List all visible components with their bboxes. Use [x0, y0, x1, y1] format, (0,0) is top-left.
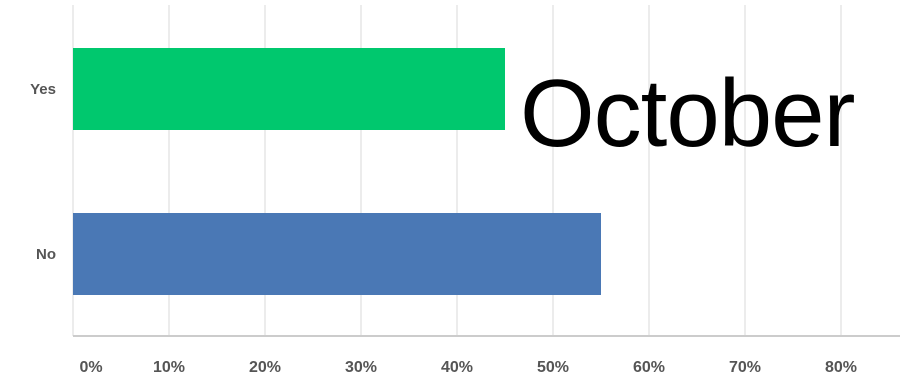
x-tick-label-10: 10%	[153, 359, 185, 376]
x-tick-label-30: 30%	[345, 359, 377, 376]
bar-yes	[73, 48, 505, 130]
x-tick-label-80: 80%	[825, 359, 857, 376]
category-label-yes: Yes	[30, 81, 56, 98]
x-tick-label-70: 70%	[729, 359, 761, 376]
category-labels: Yes No	[30, 81, 56, 263]
x-tick-labels: 0% 10% 20% 30% 40% 50% 60% 70% 80%	[79, 359, 857, 376]
chart-annotation: October	[520, 60, 855, 167]
x-tick-label-0: 0%	[79, 359, 102, 376]
x-tick-label-50: 50%	[537, 359, 569, 376]
bars-group	[73, 48, 601, 295]
x-tick-label-40: 40%	[441, 359, 473, 376]
bar-no	[73, 213, 601, 295]
x-tick-label-20: 20%	[249, 359, 281, 376]
x-tick-label-60: 60%	[633, 359, 665, 376]
category-label-no: No	[36, 246, 56, 263]
